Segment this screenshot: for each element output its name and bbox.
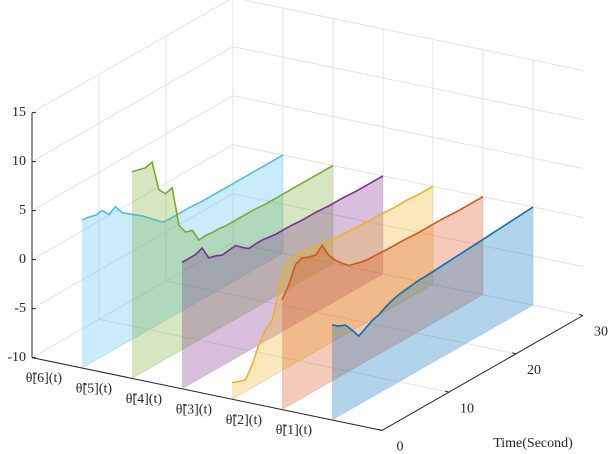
z-tick-label: -10 (7, 350, 26, 365)
z-tick-label: -5 (14, 301, 26, 316)
z-tick-label: 15 (12, 105, 26, 120)
series-area (232, 186, 433, 400)
series-area (182, 175, 383, 389)
grid-line (232, 95, 584, 169)
grid-line (241, 0, 584, 71)
axis-line (31, 357, 383, 431)
grid-line (232, 46, 584, 120)
tick-mark (444, 390, 450, 393)
category-grid-line (281, 294, 484, 411)
y-tick-label: θ̃[2](t) (226, 413, 263, 428)
axis-line (381, 315, 584, 431)
series-line (181, 175, 384, 264)
category-grid-line (81, 252, 284, 369)
grid-line (31, 46, 234, 163)
x-tick-label: 20 (527, 363, 541, 378)
grid-line (31, 95, 234, 212)
y-tick-label: θ̃[5](t) (76, 382, 113, 397)
series-line (281, 196, 484, 301)
y-tick-label: θ̃[1](t) (276, 423, 313, 438)
grid-line (98, 318, 450, 393)
series-line (81, 154, 284, 223)
grid-line (31, 144, 234, 261)
series-line (331, 206, 534, 338)
series-line (131, 160, 334, 242)
y-tick-label: θ̃[6](t) (26, 371, 63, 386)
x-axis-label: Time(Second) (493, 436, 573, 451)
grid-line (31, 193, 234, 310)
z-tick-label: 5 (19, 203, 26, 218)
category-grid-line (181, 273, 384, 390)
y-tick-label: θ̃[4](t) (126, 392, 163, 407)
grid-line (232, 144, 584, 218)
category-grid-line (231, 283, 434, 400)
grid-line (232, 193, 584, 267)
x-tick-label: 10 (460, 401, 474, 416)
grid-line (165, 280, 517, 355)
series-area (132, 162, 333, 379)
tick-mark (377, 428, 383, 431)
grid-line (232, 242, 584, 316)
series-line (231, 185, 434, 384)
tick-mark (511, 352, 517, 355)
z-tick-label: 10 (12, 154, 26, 169)
category-grid-line (331, 304, 534, 421)
y-tick-label: θ̃[3](t) (176, 402, 213, 417)
series-area (282, 196, 483, 410)
series-area (332, 207, 533, 420)
grid-line (31, 242, 234, 359)
x-tick-label: 0 (397, 440, 404, 454)
category-grid-line (131, 263, 334, 379)
z-tick-label: 0 (19, 252, 26, 267)
tick-mark (578, 314, 584, 316)
x-tick-label: 30 (594, 325, 608, 340)
grid-line (31, 0, 230, 114)
